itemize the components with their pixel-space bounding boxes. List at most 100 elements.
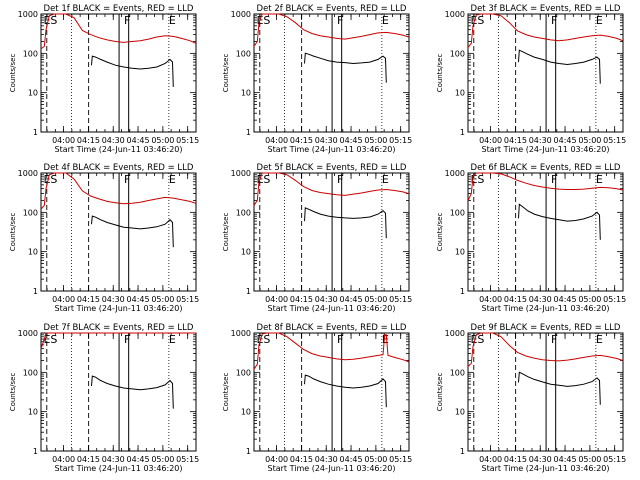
y-axis-label: Counts/sec (436, 54, 444, 93)
y-axis-label: Counts/sec (9, 54, 17, 93)
x-axis-label: Start Time (24-Jun-11 03:46:20) (55, 145, 183, 154)
x-tick-label: 05:00 (578, 295, 601, 304)
y-tick-label: 100 (236, 208, 251, 217)
y-tick-label: 10 (28, 89, 38, 98)
x-tick-label: 04:45 (340, 295, 363, 304)
detector-panel-8: Det 8f BLACK = Events, RED = LLD 1 10 100 10… (222, 323, 412, 473)
marker-label-es: ES (43, 173, 57, 186)
y-tick-label: 100 (23, 208, 38, 217)
marker-label-e: E (169, 14, 176, 27)
plot-frame (467, 13, 624, 133)
y-tick-label: 100 (236, 49, 251, 58)
panel-title: Det 9f BLACK = Events, RED = LLD (471, 323, 621, 333)
y-tick-label: 100 (23, 368, 38, 377)
marker-label-es: ES (256, 333, 270, 346)
x-tick-label: 04:30 (529, 136, 552, 145)
y-tick-label: 10 (455, 408, 465, 417)
series-events-line (91, 55, 174, 87)
detector-panel-3: Det 3f BLACK = Events, RED = LLD 1 10 100 10… (436, 4, 626, 154)
series-events-line (91, 375, 174, 409)
x-tick-label: 04:45 (340, 455, 363, 464)
marker-label-f: F (337, 333, 343, 346)
panel-title: Det 6f BLACK = Events, RED = LLD (471, 163, 621, 173)
plot-frame (467, 332, 624, 452)
x-tick-label: 05:00 (151, 136, 174, 145)
panel-title: Det 3f BLACK = Events, RED = LLD (471, 4, 621, 14)
x-tick-label: 05:00 (151, 295, 174, 304)
marker-label-es: ES (256, 14, 270, 27)
x-tick-label: 04:15 (77, 455, 100, 464)
y-tick-label: 10 (241, 89, 251, 98)
y-axis-label: Counts/sec (222, 213, 230, 252)
x-tick-label: 04:15 (290, 136, 313, 145)
x-tick-label: 05:15 (603, 455, 626, 464)
x-tick-label: 04:45 (127, 136, 150, 145)
plot-frame (467, 172, 624, 292)
x-tick-label: 04:45 (127, 295, 150, 304)
x-tick-label: 04:30 (102, 455, 125, 464)
marker-label-f: F (124, 173, 130, 186)
marker-label-e: E (382, 14, 389, 27)
marker-label-e: E (596, 333, 603, 346)
marker-label-e: E (596, 173, 603, 186)
y-tick-label: 100 (236, 368, 251, 377)
x-tick-label: 05:00 (578, 136, 601, 145)
series-lld-line (40, 172, 196, 210)
x-axis-label: Start Time (24-Jun-11 03:46:20) (268, 464, 396, 473)
plot-frame (40, 172, 197, 292)
series-lld-line (467, 13, 623, 48)
x-tick-label: 05:00 (364, 295, 387, 304)
x-tick-label: 04:30 (315, 295, 338, 304)
x-tick-label: 05:15 (176, 455, 199, 464)
detector-panel-1: Det 1f BLACK = Events, RED = LLD 1 10 100 10… (9, 4, 199, 154)
plot-frame (253, 172, 410, 292)
panel-title: Det 8f BLACK = Events, RED = LLD (257, 323, 407, 333)
x-tick-label: 04:00 (265, 455, 288, 464)
y-tick-label: 1000 (445, 10, 465, 19)
x-tick-label: 05:15 (389, 295, 412, 304)
marker-label-f: F (124, 333, 130, 346)
x-tick-label: 05:00 (364, 136, 387, 145)
y-tick-label: 10 (28, 248, 38, 257)
y-tick-label: 1000 (18, 10, 38, 19)
marker-label-e: E (596, 14, 603, 27)
x-tick-label: 04:45 (340, 136, 363, 145)
x-axis-label: Start Time (24-Jun-11 03:46:20) (482, 304, 610, 313)
x-tick-label: 05:15 (389, 455, 412, 464)
series-events-line (304, 374, 387, 408)
x-tick-label: 04:30 (529, 455, 552, 464)
y-tick-label: 1000 (231, 329, 251, 338)
x-tick-label: 04:00 (52, 295, 75, 304)
y-axis-label: Counts/sec (9, 213, 17, 252)
y-axis-label: Counts/sec (436, 213, 444, 252)
y-tick-label: 1000 (445, 169, 465, 178)
x-tick-label: 05:00 (578, 455, 601, 464)
x-tick-label: 04:15 (77, 136, 100, 145)
x-tick-label: 04:15 (77, 295, 100, 304)
x-axis-label: Start Time (24-Jun-11 03:46:20) (482, 145, 610, 154)
marker-label-f: F (337, 173, 343, 186)
x-axis-label: Start Time (24-Jun-11 03:46:20) (268, 304, 396, 313)
marker-label-es: ES (470, 14, 484, 27)
marker-label-f: F (337, 14, 343, 27)
y-tick-label: 1000 (231, 10, 251, 19)
y-tick-label: 1 (246, 447, 251, 456)
series-events-line (91, 215, 174, 248)
y-tick-label: 1000 (445, 329, 465, 338)
marker-label-f: F (551, 173, 557, 186)
panel-title: Det 4f BLACK = Events, RED = LLD (44, 163, 194, 173)
y-tick-label: 1000 (18, 329, 38, 338)
marker-label-e: E (169, 333, 176, 346)
x-tick-label: 04:30 (315, 455, 338, 464)
series-lld-line (40, 13, 196, 50)
series-lld-line (40, 332, 196, 349)
detector-panel-2: Det 2f BLACK = Events, RED = LLD 1 10 100 10… (222, 4, 412, 154)
x-tick-label: 04:00 (265, 295, 288, 304)
marker-label-e: E (382, 173, 389, 186)
x-tick-label: 04:45 (554, 455, 577, 464)
plot-frame (253, 13, 410, 133)
x-tick-label: 04:00 (479, 136, 502, 145)
x-tick-label: 04:30 (102, 295, 125, 304)
x-tick-label: 04:00 (265, 136, 288, 145)
plot-frame (253, 332, 410, 452)
